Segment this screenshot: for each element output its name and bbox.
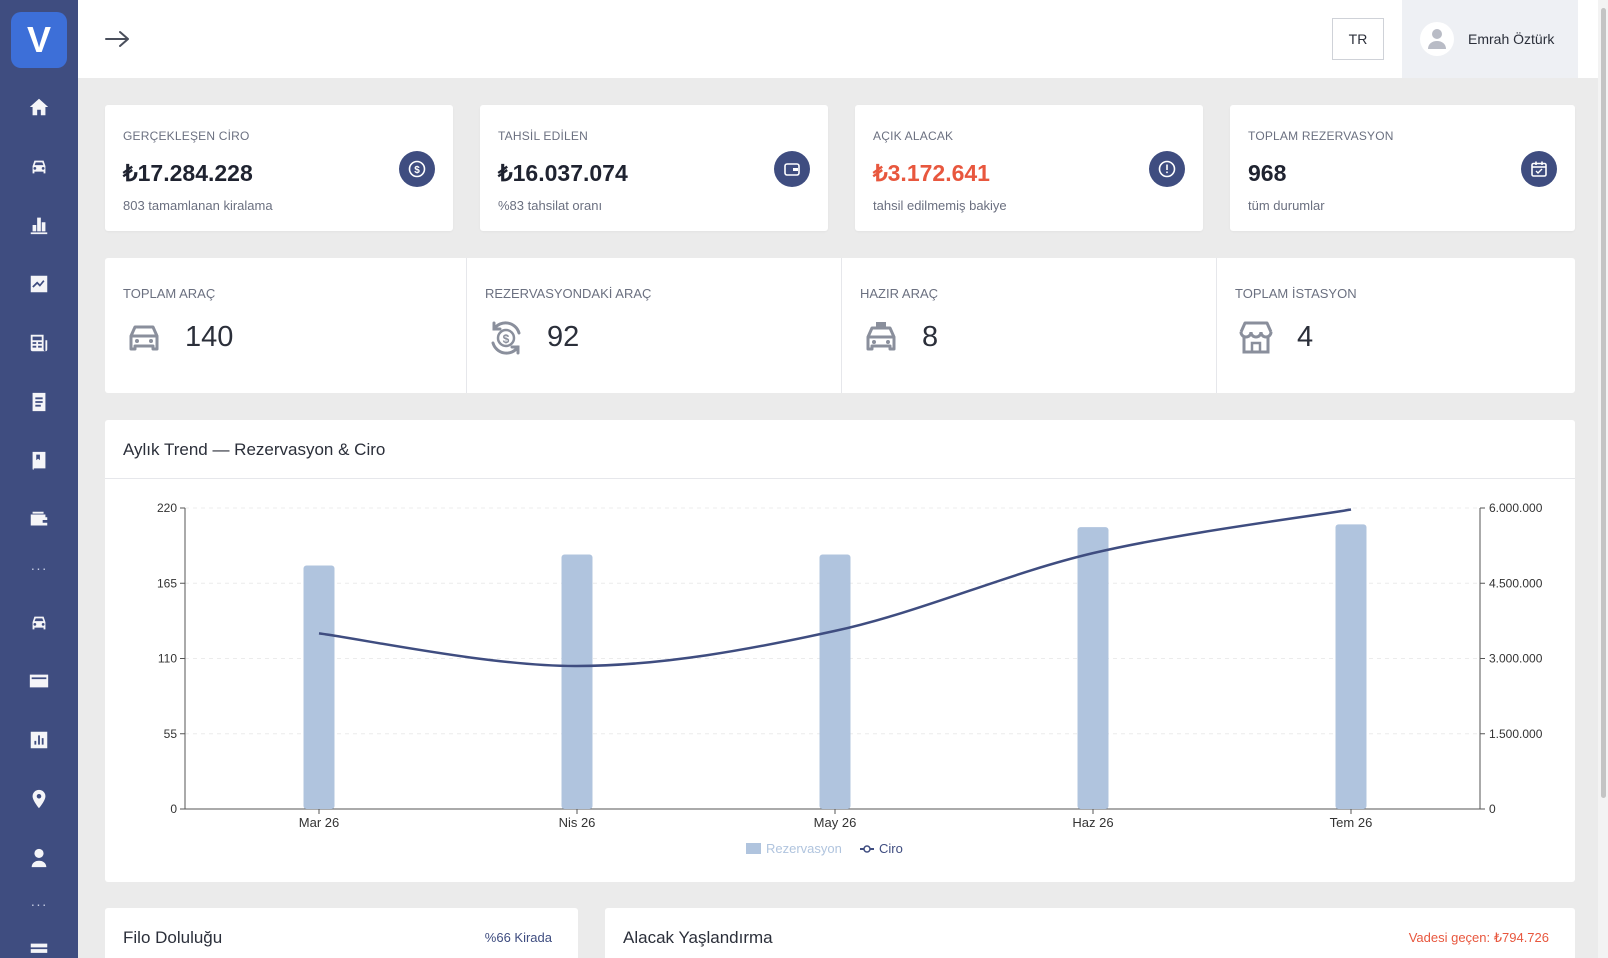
stat-label: TAHSİL EDİLEN xyxy=(498,129,588,143)
x-tick-label: Tem 26 xyxy=(1330,815,1373,830)
fleet-total-stations: TOPLAM İSTASYON 4 xyxy=(1216,258,1575,393)
fleet-value: 92 xyxy=(547,321,580,353)
store-icon xyxy=(1235,317,1277,359)
trend-chart-svg: 220 165 110 55 0 6.000.000 4.500.000 3.000.000 1… xyxy=(157,501,1543,856)
svg-text:$: $ xyxy=(503,332,510,346)
y-tick-label: 55 xyxy=(164,727,178,741)
fleet-occupancy-title: Filo Doluluğu xyxy=(123,928,223,947)
bar-rezervasyon xyxy=(1077,527,1109,809)
fleet-value: 4 xyxy=(1297,321,1314,353)
sidebar: V ··· ··· xyxy=(0,0,78,958)
stat-value: ₺3.172.641 xyxy=(873,160,990,186)
avatar-icon xyxy=(1420,22,1454,56)
logo[interactable]: V xyxy=(11,12,67,68)
x-tick-label: May 26 xyxy=(814,815,857,830)
chart-title: Aylık Trend — Rezervasyon & Ciro xyxy=(123,440,386,459)
fleet-ready-vehicles: HAZIR ARAÇ 8 xyxy=(841,258,1216,393)
x-tick-label: Nis 26 xyxy=(559,815,596,830)
bar-rezervasyon xyxy=(303,565,335,809)
fleet-label: TOPLAM ARAÇ xyxy=(123,286,216,301)
y2-tick-label: 0 xyxy=(1489,802,1496,816)
sidebar-more-dots: ··· xyxy=(30,560,48,576)
sidebar-car-icon[interactable] xyxy=(24,152,54,182)
fleet-value: 140 xyxy=(185,321,234,353)
sidebar-document-icon[interactable] xyxy=(24,387,54,417)
language-button[interactable]: TR xyxy=(1332,18,1384,60)
y-tick-label: 220 xyxy=(157,501,177,515)
stat-label: AÇIK ALACAK xyxy=(873,129,954,143)
fleet-value: 8 xyxy=(922,321,939,353)
sidebar-credit-card-icon[interactable] xyxy=(24,666,54,696)
legend-swatch-rezervasyon xyxy=(746,843,761,854)
stat-card-revenue: GERÇEKLEŞEN CİRO ₺17.284.228 803 tamamla… xyxy=(105,105,453,231)
stat-label: TOPLAM REZERVASYON xyxy=(1248,129,1394,143)
y2-tick-label: 4.500.000 xyxy=(1489,576,1543,590)
sidebar-list-icon[interactable] xyxy=(24,936,54,958)
sidebar-wallet-icon[interactable] xyxy=(24,505,54,535)
fleet-label: REZERVASYONDAKİ ARAÇ xyxy=(485,286,652,301)
wallet-icon xyxy=(774,151,810,187)
sidebar-newspaper-icon[interactable] xyxy=(24,328,54,358)
stat-card-collected: TAHSİL EDİLEN ₺16.037.074 %83 tahsilat o… xyxy=(480,105,828,231)
bar-rezervasyon xyxy=(819,554,851,809)
stat-subtext: 803 tamamlanan kiralama xyxy=(123,198,273,213)
stat-card-reservations: TOPLAM REZERVASYON 968 tüm durumlar xyxy=(1230,105,1575,231)
y-tick-label: 165 xyxy=(157,576,177,590)
bar-rezervasyon xyxy=(561,554,593,809)
stat-subtext: tahsil edilmemiş bakiye xyxy=(873,198,1007,213)
fleet-occupancy-card: Filo Doluluğu %66 Kirada xyxy=(105,908,578,958)
occupancy-badge: %66 Kirada xyxy=(484,930,552,945)
calendar-icon xyxy=(1521,151,1557,187)
stat-value: 968 xyxy=(1248,160,1287,186)
cycle-money-icon: $ xyxy=(485,317,527,359)
stat-subtext: %83 tahsilat oranı xyxy=(498,198,603,213)
x-tick-label: Mar 26 xyxy=(299,815,339,830)
stat-value: ₺17.284.228 xyxy=(123,160,253,186)
sidebar-location-pin-icon[interactable] xyxy=(24,784,54,814)
chart-divider xyxy=(105,478,1575,479)
sidebar-report-icon[interactable] xyxy=(24,725,54,755)
stat-card-open-receivable: AÇIK ALACAK ₺3.172.641 tahsil edilmemiş … xyxy=(855,105,1203,231)
car-icon xyxy=(123,317,165,359)
taxi-icon xyxy=(860,317,902,359)
y2-tick-label: 1.500.000 xyxy=(1489,727,1543,741)
fleet-reserved-vehicles: REZERVASYONDAKİ ARAÇ $ 92 xyxy=(466,258,841,393)
stat-subtext: tüm durumlar xyxy=(1248,198,1325,213)
y-tick-label: 110 xyxy=(158,652,177,666)
y-tick-label: 0 xyxy=(170,802,177,816)
sidebar-user-icon[interactable] xyxy=(24,843,54,873)
sidebar-trend-chart-icon[interactable] xyxy=(24,269,54,299)
sidebar-book-icon[interactable] xyxy=(24,446,54,476)
user-name: Emrah Öztürk xyxy=(1468,31,1555,47)
top-header: TR Emrah Öztürk xyxy=(78,0,1608,78)
receivable-aging-card: Alacak Yaşlandırma Vadesi geçen: ₺794.72… xyxy=(605,908,1575,958)
sidebar-bar-chart-icon[interactable] xyxy=(24,210,54,240)
stat-label: GERÇEKLEŞEN CİRO xyxy=(123,129,250,143)
toggle-sidebar-arrow-icon[interactable] xyxy=(104,24,136,54)
overdue-badge: Vadesi geçen: ₺794.726 xyxy=(1408,930,1549,945)
fleet-summary-card: TOPLAM ARAÇ 140 REZERVASYONDAKİ ARAÇ $ 9… xyxy=(105,258,1575,393)
sidebar-car-icon-2[interactable] xyxy=(24,608,54,638)
legend-label-ciro: Ciro xyxy=(879,841,903,856)
stat-value: ₺16.037.074 xyxy=(498,160,628,186)
legend-label-rezervasyon: Rezervasyon xyxy=(766,841,842,856)
dollar-icon: $ xyxy=(399,151,435,187)
y2-tick-label: 6.000.000 xyxy=(1489,501,1543,515)
legend-marker-ciro xyxy=(863,845,871,853)
alert-icon xyxy=(1149,151,1185,187)
fleet-label: HAZIR ARAÇ xyxy=(860,286,939,301)
svg-text:$: $ xyxy=(414,165,420,176)
x-tick-label: Haz 26 xyxy=(1072,815,1113,830)
sidebar-home-icon[interactable] xyxy=(24,92,54,122)
receivable-aging-title: Alacak Yaşlandırma xyxy=(623,928,773,947)
fleet-total-vehicles: TOPLAM ARAÇ 140 xyxy=(105,258,466,393)
monthly-trend-chart-card: Aylık Trend — Rezervasyon & Ciro 220 165 1… xyxy=(105,420,1575,882)
y2-tick-label: 3.000.000 xyxy=(1489,652,1543,666)
line-ciro xyxy=(318,508,1352,668)
bar-rezervasyon xyxy=(1335,524,1367,809)
fleet-label: TOPLAM İSTASYON xyxy=(1235,286,1357,301)
user-menu[interactable]: Emrah Öztürk xyxy=(1402,0,1578,78)
sidebar-more-dots-2: ··· xyxy=(30,896,48,912)
scrollbar-thumb[interactable] xyxy=(1601,8,1606,798)
